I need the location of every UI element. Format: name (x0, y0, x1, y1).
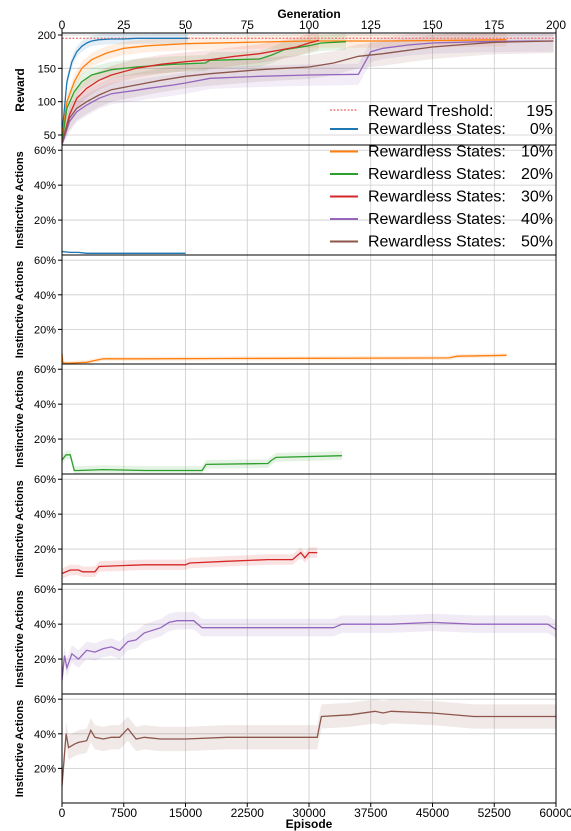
instinctive-ytick-label: 20% (34, 324, 56, 336)
top-tick-label: 125 (361, 18, 381, 32)
reward-line-s40 (61, 40, 554, 146)
top-tick-label: 150 (422, 18, 442, 32)
reward-band-s30 (62, 33, 319, 145)
reward-ytick-label: 50 (44, 130, 56, 142)
instinctive-line-s40 (61, 620, 557, 681)
bottom-tick-label: 22500 (231, 806, 265, 820)
top-tick-label: 50 (179, 18, 193, 32)
top-tick-label: 175 (484, 18, 504, 32)
instinctive-ytick-label: 20% (34, 763, 56, 775)
instinctive-line-s0 (61, 250, 186, 254)
bottom-tick-label: 15000 (169, 806, 203, 820)
grid-lines (61, 33, 557, 803)
bottom-tick-label: 52500 (478, 806, 512, 820)
reward-ytick-label: 150 (38, 63, 56, 75)
top-tick-label: 75 (241, 18, 255, 32)
bottom-axis-label: Episode (286, 817, 333, 831)
instinctive-line-s50 (61, 710, 556, 786)
reward-line-s10 (61, 39, 507, 139)
instinctive-line-s30 (61, 551, 318, 575)
legend-label-4: Rewardless States: (368, 211, 506, 228)
reward-band-s40 (62, 33, 554, 145)
instinctive-ylabel: Instinctive Actions (14, 370, 26, 467)
bottom-tick-label: 60000 (539, 806, 571, 820)
instinctive-ytick-label: 60% (34, 255, 56, 267)
bottom-tick-label: 30000 (292, 806, 326, 820)
reward-ytick-label: 100 (38, 97, 56, 109)
instinctive-ytick-label: 20% (34, 434, 56, 446)
legend-value-1: 10% (521, 144, 553, 161)
instinctive-ylabel: Instinctive Actions (14, 590, 26, 687)
legend-label-1: Rewardless States: (368, 144, 506, 161)
reward-line-s50 (61, 40, 554, 144)
bottom-tick-label: 37500 (354, 806, 388, 820)
top-axis-label: Generation (277, 7, 340, 21)
legend-value-0: 0% (530, 121, 553, 138)
reward-line-s0 (61, 37, 188, 136)
legend-threshold-value: 195 (526, 103, 553, 120)
instinctive-ylabel: Instinctive Actions (14, 700, 26, 797)
reward-ytick-label: 200 (38, 30, 56, 42)
instinctive-band-s20 (62, 450, 342, 474)
instinctive-ytick-label: 40% (34, 509, 56, 521)
legend-value-5: 50% (521, 234, 553, 251)
bottom-tick-label: 0 (59, 806, 66, 820)
top-tick-label: 100 (299, 18, 319, 32)
top-tick-label: 25 (117, 18, 131, 32)
legend-label-0: Rewardless States: (368, 121, 506, 138)
instinctive-band-s50 (62, 699, 556, 798)
instinctive-ytick-label: 40% (34, 290, 56, 302)
instinctive-ytick-label: 20% (34, 654, 56, 666)
instinctive-ylabel: Instinctive Actions (14, 151, 26, 248)
instinctive-ylabels: Instinctive Actions Instinctive Actions In… (14, 151, 26, 797)
legend-label-5: Rewardless States: (368, 234, 506, 251)
reward-band-s50 (62, 33, 554, 145)
instinctive-ytick-label: 40% (34, 729, 56, 741)
legend-value-2: 20% (521, 166, 553, 183)
instinctive-ytick-label: 20% (34, 544, 56, 556)
bottom-tick-label: 7500 (110, 806, 137, 820)
legend-value-4: 40% (521, 211, 553, 228)
instinctive-line-s10 (61, 353, 507, 364)
instinctive-line-s20 (61, 454, 342, 472)
instinctive-ytick-label: 60% (34, 364, 56, 376)
instinctive-ytick-label: 40% (34, 399, 56, 411)
instinctive-ytick-label: 60% (34, 145, 56, 157)
reward-line-s30 (61, 39, 320, 144)
reward-ylabel: Reward (13, 68, 27, 111)
top-tick-label: 200 (546, 18, 566, 32)
instinctive-ytick-label: 40% (34, 180, 56, 192)
instinctive-ylabel: Instinctive Actions (14, 261, 26, 358)
instinctive-ytick-label: 60% (34, 694, 56, 706)
series-lines (61, 37, 557, 786)
reward-line-s20 (61, 41, 347, 142)
instinctive-ytick-label: 60% (34, 474, 56, 486)
legend: Reward Treshold: 195 Rewardless States: 0… (330, 103, 553, 251)
instinctive-ylabel: Instinctive Actions (14, 480, 26, 577)
tick-labels: 50 100 150 200 20% 40% 60% 20% 40% 60% 20% 40% 60% 20… (34, 18, 571, 820)
bottom-tick-label: 45000 (416, 806, 450, 820)
legend-value-3: 30% (521, 189, 553, 206)
legend-threshold-label: Reward Treshold: (368, 103, 493, 120)
reward-band-s20 (62, 33, 346, 146)
top-tick-label: 0 (59, 18, 66, 32)
instinctive-ytick-label: 20% (34, 215, 56, 227)
instinctive-ytick-label: 40% (34, 619, 56, 631)
legend-label-3: Rewardless States: (368, 189, 506, 206)
instinctive-ytick-label: 60% (34, 584, 56, 596)
legend-label-2: Rewardless States: (368, 166, 506, 183)
